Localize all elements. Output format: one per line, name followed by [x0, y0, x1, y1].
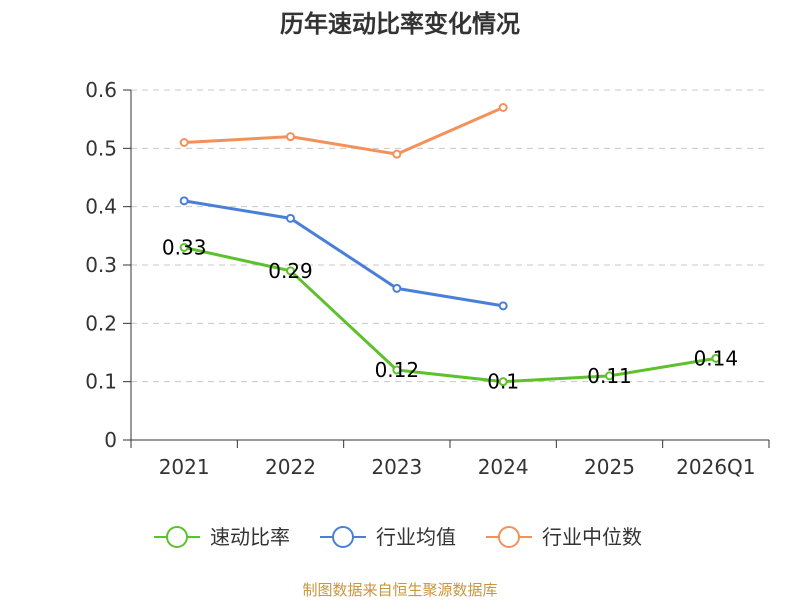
data-label: 0.33 [162, 236, 207, 260]
y-tick-label: 0.4 [85, 195, 117, 219]
data-point [286, 213, 295, 223]
legend-swatch-marker [498, 526, 520, 548]
data-label: 0.14 [694, 346, 739, 370]
data-point [286, 132, 295, 142]
data-label: 0.12 [375, 358, 420, 382]
data-labels: 0.33 0.29 0.12 0.1 0.11 0.14 [162, 236, 738, 394]
data-point [392, 365, 402, 375]
chart-title: 历年速动比率变化情况 [280, 10, 520, 38]
legend-swatch-marker [332, 526, 354, 548]
series-line [183, 199, 504, 308]
data-point [498, 103, 508, 112]
legend-label: 速动比率 [210, 525, 290, 549]
data-point [179, 243, 189, 252]
y-tick-label: 0.2 [85, 311, 117, 335]
data-point [498, 301, 508, 311]
legend-label: 行业均值 [376, 525, 456, 549]
legend-item-1: 行业均值 [320, 525, 456, 549]
x-tick-label: 2025 [584, 455, 635, 479]
data-label: 0.1 [487, 370, 519, 394]
data-point [605, 371, 614, 381]
grid-lines [131, 89, 769, 383]
x-tick-label: 2023 [371, 455, 422, 479]
data-point [392, 283, 402, 293]
legend: 速动比率 行业均值 行业中位数 [154, 525, 642, 549]
legend-label: 行业中位数 [542, 525, 642, 549]
x-tick-label: 2024 [478, 455, 529, 479]
legend-swatch-marker [166, 526, 188, 548]
data-point [498, 377, 508, 387]
source-note: 制图数据来自恒生聚源数据库 [302, 581, 497, 599]
data-point [392, 149, 402, 159]
data-point [286, 266, 295, 276]
y-tick-label: 0.5 [85, 136, 117, 160]
data-point [179, 196, 189, 206]
x-tick-label: 2021 [159, 455, 210, 479]
legend-item-2: 行业中位数 [486, 525, 642, 549]
legend-item-0: 速动比率 [154, 525, 290, 549]
data-label: 0.11 [587, 364, 632, 388]
y-tick-label: 0.3 [85, 253, 117, 277]
series-line [184, 106, 504, 156]
series-2 [179, 103, 508, 159]
axes: 0 0.1 0.2 0.3 0.4 0.5 0.6 2021 2022 2023 2024 2025 2… [85, 78, 770, 479]
data-label: 0.29 [268, 259, 313, 283]
series-layer [179, 103, 721, 387]
data-point [179, 138, 189, 147]
x-tick-label: 2022 [265, 455, 316, 479]
data-point [711, 353, 721, 363]
y-tick-label: 0 [104, 428, 117, 452]
x-tick-label: 2026Q1 [676, 455, 755, 479]
y-tick-label: 0.1 [85, 370, 117, 394]
y-tick-label: 0.6 [85, 78, 117, 102]
series-1 [179, 196, 508, 311]
series-line [183, 246, 717, 384]
series-0 [179, 243, 721, 387]
